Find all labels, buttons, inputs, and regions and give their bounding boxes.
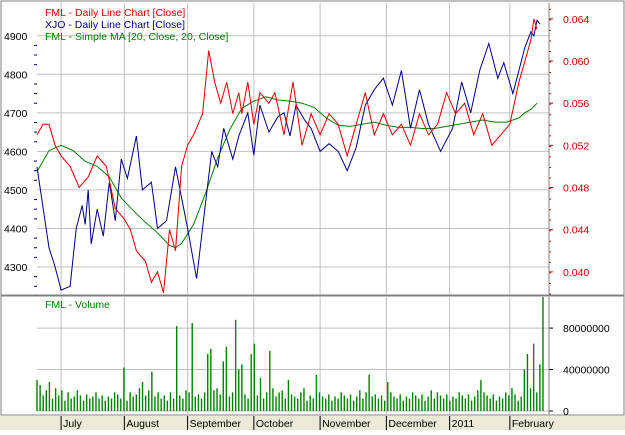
- right-axis-tick-label: 0.052: [563, 140, 589, 152]
- volume-panel: 0 40000000 80000000 FML - Volume: [0, 295, 625, 418]
- legend-entry: FML - Daily Line Chart [Close]: [45, 7, 185, 19]
- legend-entry: XJO - Daily Line Chart [Close]: [45, 19, 185, 31]
- month-label: February: [512, 418, 555, 430]
- price-panel-frame: [0, 0, 625, 296]
- volume-axis-tick-label: 0: [563, 406, 569, 418]
- right-axis-tick-label: 0.048: [563, 183, 589, 195]
- month-label: December: [388, 418, 437, 430]
- left-axis-tick-label: 4300: [4, 262, 28, 274]
- series-line-fml: [36, 18, 538, 294]
- right-axis-tick-label: 0.044: [563, 225, 589, 237]
- left-axis-tick-label: 4600: [4, 146, 28, 158]
- left-axis-tick-label: 4800: [4, 69, 28, 81]
- right-axis-tick-label: 0.056: [563, 98, 589, 110]
- date-axis: July August September October November Decemb…: [0, 416, 625, 430]
- volume-axis-tick-label: 80000000: [563, 323, 610, 335]
- right-axis-tick-label: 0.040: [563, 267, 589, 279]
- date-axis-strip: [0, 416, 625, 430]
- month-label: September: [190, 418, 242, 430]
- series-line-xjo: [36, 19, 541, 291]
- month-label: August: [126, 418, 159, 430]
- month-label: November: [322, 418, 371, 430]
- left-axis-tick-label: 4500: [4, 185, 28, 197]
- month-label: 2011: [452, 418, 475, 430]
- left-axis-tick-label: 4400: [4, 223, 28, 235]
- volume-panel-frame: [0, 295, 625, 416]
- price-panel: 4300 4400 4500 4600 4700 4800 4900 0.040 0.044 0.…: [0, 0, 625, 297]
- month-label: October: [256, 418, 294, 430]
- legend-entry: FML - Simple MA [20, Close, 20, Close]: [45, 31, 229, 43]
- month-label: July: [63, 418, 82, 430]
- left-axis-tick-label: 4900: [4, 31, 28, 43]
- volume-axis-tick-label: 40000000: [563, 365, 610, 377]
- volume-legend-entry: FML - Volume: [45, 299, 110, 311]
- right-axis-tick-label: 0.064: [563, 14, 589, 26]
- right-axis-tick-label: 0.060: [563, 56, 589, 68]
- left-axis-tick-label: 4700: [4, 108, 28, 120]
